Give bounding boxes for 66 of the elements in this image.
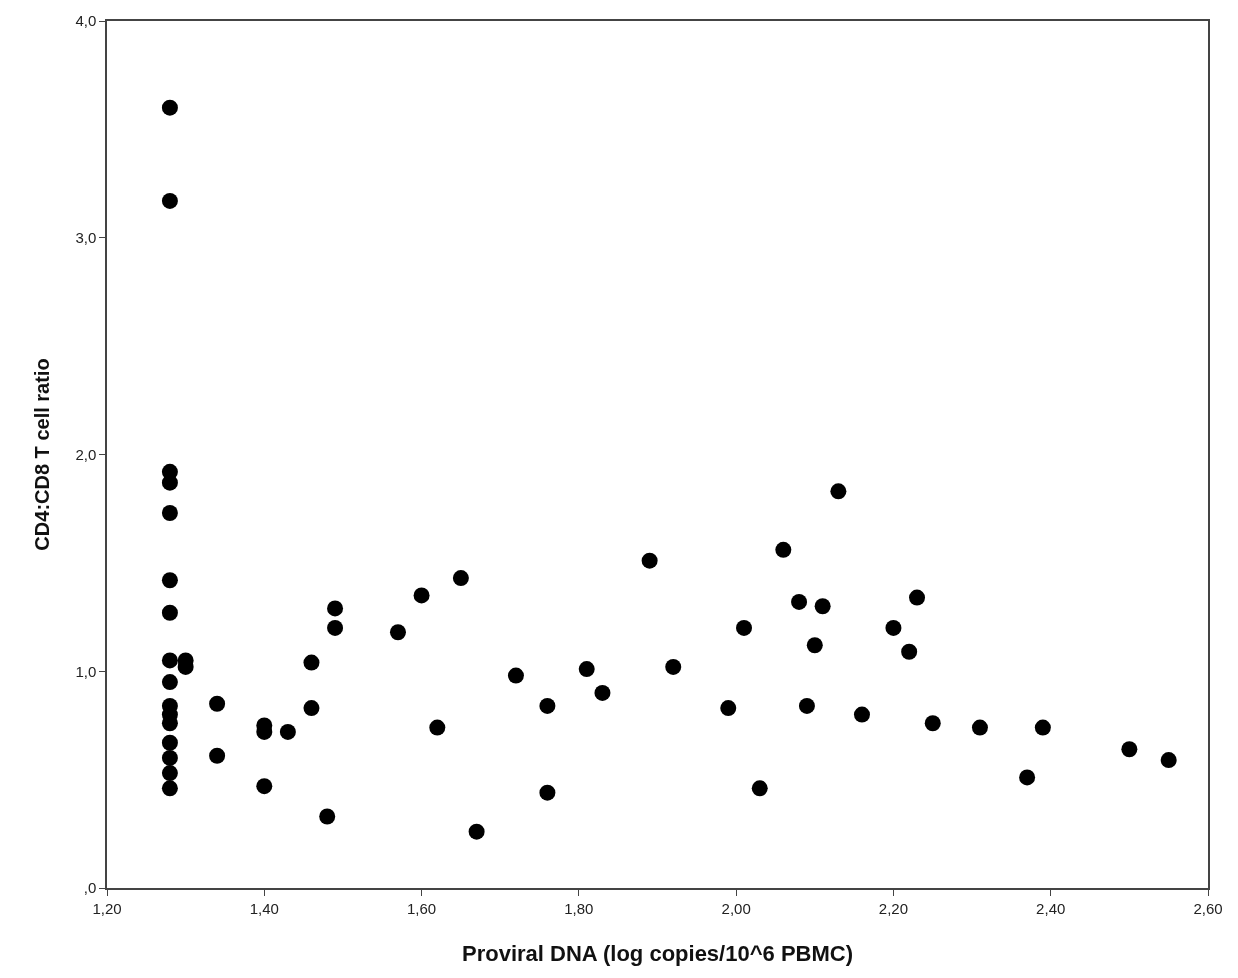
point (429, 719, 446, 736)
point (814, 598, 831, 615)
y-tick-label: 1,0 (75, 662, 97, 680)
point (161, 652, 178, 669)
point (853, 706, 870, 723)
y-axis-title: CD4:CD8 T cell ratio (31, 358, 54, 551)
point (1121, 741, 1138, 758)
point (161, 192, 178, 209)
point (279, 723, 296, 740)
x-axis-title: Proviral DNA (log copies/10^6 PBMC) (461, 941, 854, 967)
x-tick-label: 1,20 (92, 899, 122, 917)
point (303, 700, 320, 717)
point (389, 624, 406, 641)
point (539, 784, 556, 801)
point (830, 483, 847, 500)
point (468, 823, 485, 840)
point (256, 778, 273, 795)
point (720, 700, 737, 717)
point (736, 619, 753, 636)
y-tick-label: ,0 (83, 879, 97, 897)
point (161, 765, 178, 782)
point (161, 99, 178, 116)
point (161, 780, 178, 797)
point (1034, 719, 1051, 736)
point (885, 619, 902, 636)
point (161, 505, 178, 522)
x-tick-label: 1,80 (564, 899, 594, 917)
point (806, 637, 823, 654)
point (924, 715, 941, 732)
point (901, 643, 918, 660)
x-tick-label: 1,60 (406, 899, 437, 917)
point (161, 674, 178, 691)
x-tick-label: 2,40 (1036, 899, 1066, 917)
y-tick-label: 3,0 (75, 229, 97, 246)
point (578, 661, 595, 678)
point (1019, 769, 1036, 786)
point (161, 572, 178, 589)
x-tick-label: 2,60 (1193, 899, 1223, 917)
point (798, 697, 815, 714)
y-tick-label: 4,0 (75, 12, 97, 30)
point (327, 600, 344, 617)
point (413, 587, 430, 604)
point (594, 684, 611, 701)
point (507, 667, 524, 684)
point (971, 719, 988, 736)
point (1160, 752, 1177, 769)
point (303, 654, 320, 671)
point (161, 749, 178, 766)
point (641, 552, 658, 569)
point (665, 658, 682, 675)
point (319, 808, 336, 825)
x-tick-label: 1,40 (249, 899, 279, 917)
point (209, 747, 226, 764)
point (209, 695, 226, 712)
x-tick-label: 2,20 (878, 899, 909, 917)
x-tick-label: 2,00 (721, 899, 751, 917)
point (909, 589, 926, 606)
point (539, 697, 556, 714)
point (751, 780, 768, 797)
point (161, 604, 178, 621)
y-tick-label: 2,0 (75, 445, 97, 463)
point (775, 541, 792, 558)
point (791, 593, 808, 610)
point (327, 619, 344, 636)
point (452, 570, 469, 587)
point (161, 734, 178, 751)
